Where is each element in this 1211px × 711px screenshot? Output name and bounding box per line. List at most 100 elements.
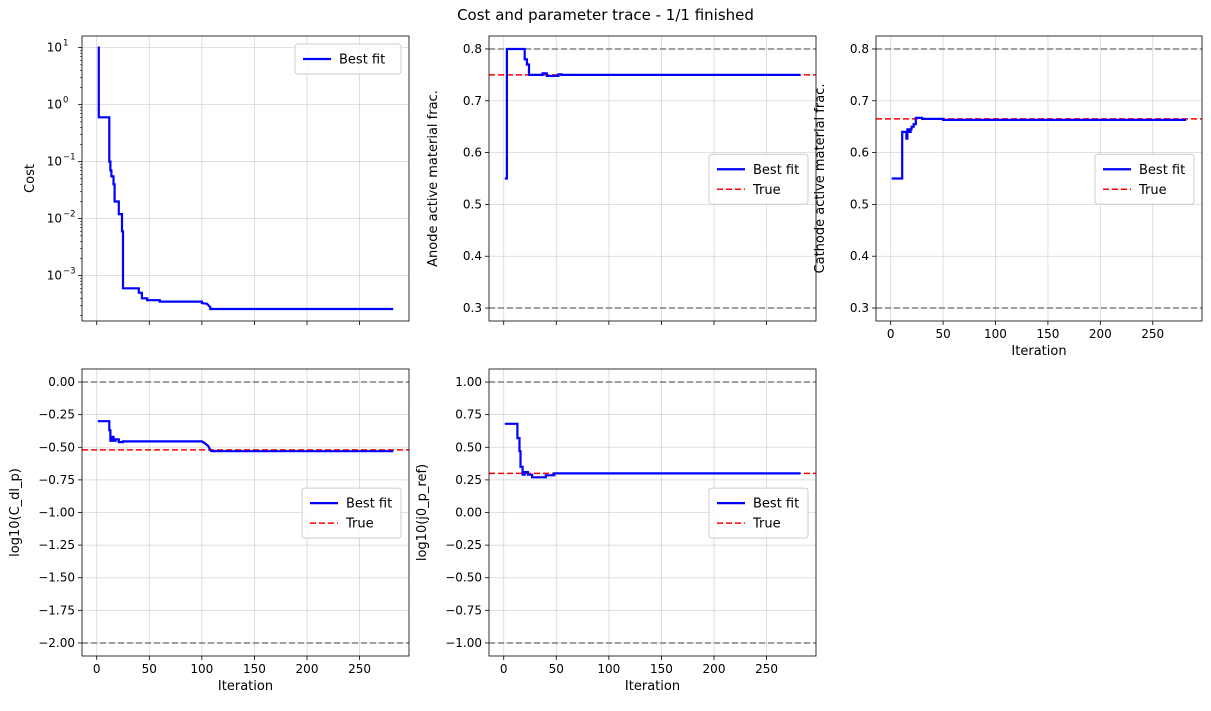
c-dl-p-panel: 0 50 100 150 200 250 −2.00 −1.75 −1.50 −1.25 −1.00…	[8, 368, 410, 694]
x-tick-label: 0	[93, 662, 101, 676]
x-tick-label: 150	[1036, 327, 1059, 341]
y-tick-label: 0.4	[850, 249, 869, 263]
best-fit-series-line	[891, 116, 1187, 180]
y-tick-label: 10	[47, 41, 62, 55]
legend-true-label: True	[1138, 183, 1167, 198]
y-tick-label-exponent: 0	[63, 96, 68, 106]
y-tick-label: 0.00	[455, 506, 482, 520]
y-tick-label: 10	[47, 155, 62, 169]
legend-box	[708, 153, 809, 205]
y-tick-label: −0.25	[38, 408, 75, 422]
legend: Best fit True	[301, 487, 402, 539]
x-tick-label: 200	[1089, 327, 1112, 341]
y-tick-label: 0.75	[455, 408, 482, 422]
x-tick-label: 250	[1141, 327, 1164, 341]
figure-title: Cost and parameter trace - 1/1 finished	[457, 6, 754, 24]
best-fit-series-line	[97, 46, 394, 311]
y-tick-label: 0.3	[850, 301, 869, 315]
y-tick-label: 10	[47, 212, 62, 226]
y-axis-label: Anode active material frac.	[426, 90, 441, 267]
y-tick-label: −1.00	[445, 636, 482, 650]
axes-frame	[488, 35, 817, 322]
y-tick-label: −1.00	[38, 506, 75, 520]
y-tick-label-exponent: −2	[63, 210, 76, 220]
x-axis-label: Iteration	[1011, 344, 1066, 359]
legend-best-fit-label: Best fit	[753, 163, 799, 178]
x-tick-label: 100	[190, 662, 213, 676]
y-tick-label: −0.50	[445, 571, 482, 585]
legend-box	[301, 487, 402, 539]
y-tick-label: 0.8	[463, 42, 482, 56]
y-tick-label: 10	[47, 269, 62, 283]
y-tick-label: −0.50	[38, 440, 75, 454]
x-tick-label: 250	[348, 662, 371, 676]
y-tick-label: −0.25	[445, 538, 482, 552]
x-tick-label: 0	[500, 662, 508, 676]
y-tick-label-exponent: −1	[63, 153, 76, 163]
x-tick-label: 100	[984, 327, 1007, 341]
x-tick-label: 250	[755, 662, 778, 676]
legend-best-fit-label: Best fit	[753, 497, 799, 512]
y-tick-label: −0.75	[38, 473, 75, 487]
y-tick-label: 0.3	[463, 301, 482, 315]
axes-frame	[81, 35, 410, 322]
x-tick-label: 0	[887, 327, 895, 341]
best-fit-series-line	[504, 47, 801, 180]
y-tick-label: 0.4	[463, 249, 482, 263]
y-tick-label-exponent: 1	[63, 39, 68, 49]
y-tick-label: −1.50	[38, 571, 75, 585]
y-tick-label: 1.00	[455, 375, 482, 389]
legend-best-fit-label: Best fit	[339, 53, 385, 68]
y-axis-label: Cost	[23, 164, 38, 193]
legend-true-label: True	[752, 517, 781, 532]
x-tick-label: 50	[549, 662, 564, 676]
legend: Best fit True	[708, 487, 809, 539]
y-tick-label: 0.00	[48, 375, 75, 389]
axes-frame	[875, 35, 1203, 322]
legend-best-fit-label: Best fit	[346, 497, 392, 512]
y-tick-label: −2.00	[38, 636, 75, 650]
cathode-frac-panel: 0 50 100 150 200 250 0.3 0.4 0.5 0.6 0.7 0.8 Iterati…	[813, 35, 1203, 359]
legend-true-label: True	[752, 183, 781, 198]
y-tick-label: 0.6	[463, 146, 482, 160]
y-tick-label: 0.50	[455, 440, 482, 454]
y-tick-label: 0.6	[850, 146, 869, 160]
y-tick-label: 0.7	[850, 94, 869, 108]
legend-best-fit-label: Best fit	[1139, 163, 1185, 178]
y-tick-label: −1.75	[38, 603, 75, 617]
x-tick-label: 100	[597, 662, 620, 676]
y-tick-label: −0.75	[445, 603, 482, 617]
legend-true-label: True	[345, 517, 374, 532]
x-axis-label: Iteration	[218, 679, 273, 694]
y-tick-label-exponent: −3	[63, 267, 76, 277]
x-axis-label: Iteration	[625, 679, 680, 694]
x-tick-label: 50	[142, 662, 157, 676]
x-tick-label: 150	[650, 662, 673, 676]
y-tick-label: 10	[47, 98, 62, 112]
x-tick-label: 200	[703, 662, 726, 676]
legend: Best fit True	[708, 153, 809, 205]
x-tick-label: 50	[935, 327, 950, 341]
y-tick-label: 0.25	[455, 473, 482, 487]
legend: Best fit	[294, 43, 402, 75]
legend-box	[294, 43, 402, 75]
y-tick-label: 0.8	[850, 42, 869, 56]
j0-p-ref-panel: 0 50 100 150 200 250 −1.00 −0.75 −0.50 −0.25 0.00 0…	[415, 368, 817, 694]
y-tick-label: −1.25	[38, 538, 75, 552]
x-tick-label: 200	[296, 662, 319, 676]
x-tick-label: 150	[243, 662, 266, 676]
y-tick-label: 0.5	[850, 197, 869, 211]
legend-box	[708, 487, 809, 539]
anode-frac-panel: 0.3 0.4 0.5 0.6 0.7 0.8 Anode active material …	[426, 35, 817, 325]
y-axis-label: Cathode active material frac.	[813, 84, 828, 274]
best-fit-series-line	[504, 422, 801, 479]
legend: Best fit True	[1094, 153, 1195, 205]
legend-box	[1094, 153, 1195, 205]
y-tick-label: 0.7	[463, 94, 482, 108]
y-axis-label: log10(C_dl_p)	[8, 468, 23, 557]
y-axis-label: log10(j0_p_ref)	[415, 464, 430, 561]
y-tick-label: 0.5	[463, 197, 482, 211]
best-fit-series-line	[97, 420, 394, 453]
